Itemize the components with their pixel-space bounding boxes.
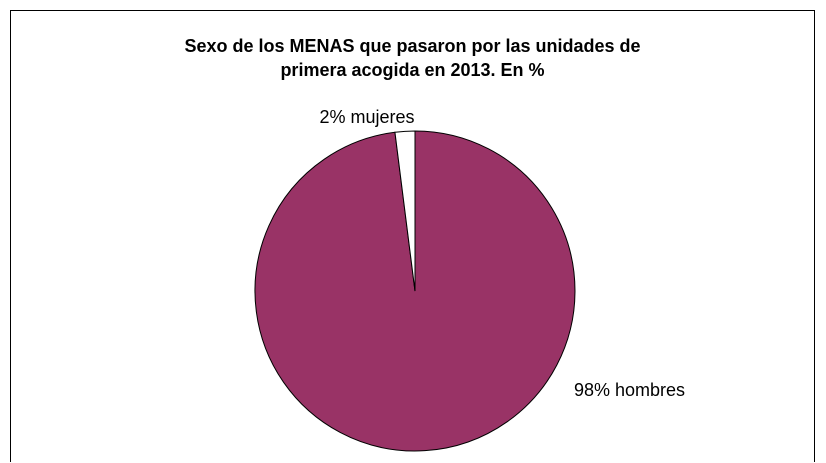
pie-slice-mujeres: [394, 130, 416, 292]
chart-title-line-2: primera acogida en 2013. En %: [280, 60, 545, 80]
chart-frame: Sexo de los MENAS que pasaron por las un…: [10, 10, 815, 462]
chart-title-line-1: Sexo de los MENAS que pasaron por las un…: [184, 36, 641, 56]
data-label-hombres: 98% hombres: [574, 380, 685, 400]
chart-title: Sexo de los MENAS que pasaron por las un…: [11, 34, 814, 82]
data-label-mujeres: 2% mujeres: [319, 107, 414, 127]
pie-chart: 98% hombres 2% mujeres: [254, 107, 685, 452]
